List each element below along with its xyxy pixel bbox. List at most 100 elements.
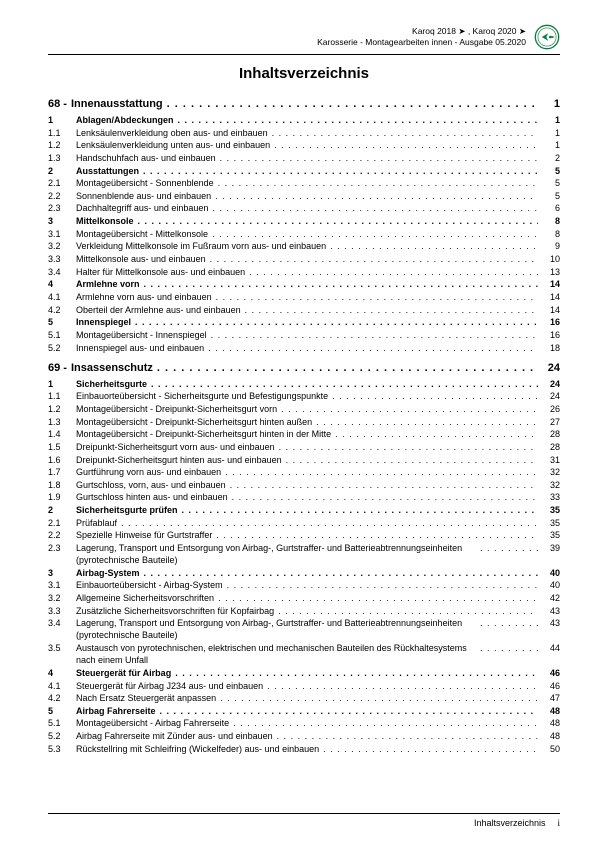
footer-label: Inhaltsverzeichnis [474, 818, 546, 828]
entry-number: 5.3 [48, 743, 76, 755]
toc-row: 4.1Armlehne vorn aus- und einbauen . . .… [48, 291, 560, 303]
entry-number: 1.2 [48, 403, 76, 415]
entry-page: 27 [542, 416, 560, 428]
leader-dots: . . . . . . . . . . . . . . . . . . . . … [277, 730, 538, 742]
entry-page: 2 [542, 152, 560, 164]
entry-page: 39 [542, 542, 560, 554]
leader-dots: . . . . . . . . . . . . . . . . . . . . … [144, 567, 538, 579]
toc-row: 2Sicherheitsgurte prüfen . . . . . . . .… [48, 504, 560, 516]
page: Karoq 2018 ➤ , Karoq 2020 ➤ Karosserie -… [0, 0, 600, 775]
entry-label: Einbauorteübersicht - Sicherheitsgurte u… [76, 390, 328, 402]
leader-dots: . . . . . . . . . . . . . . . . . . . . … [249, 266, 538, 278]
entry-page: 35 [542, 529, 560, 541]
leader-dots: . . . . . . . . . . . . . . . . . . . . … [143, 165, 538, 177]
leader-dots: . . . . . . . . . . . . . . . . . . . . … [281, 403, 538, 415]
leader-dots: . . . . . . . . . . . . . . . . . . . . … [218, 177, 538, 189]
leader-dots: . . . . . . . . . . . . . . . . . . . . … [215, 190, 538, 202]
entry-number: 3.5 [48, 642, 76, 654]
leader-dots: . . . . . . . . . . . . . . . . . . . . … [332, 390, 538, 402]
entry-number: 4.2 [48, 692, 76, 704]
entry-page: 24 [542, 378, 560, 390]
entry-number: 3.2 [48, 240, 76, 252]
toc-row: 1.3Handschuhfach aus- und einbauen . . .… [48, 152, 560, 164]
toc-row: 2.3Lagerung, Transport und Entsorgung vo… [48, 542, 560, 566]
entry-page: 1 [542, 127, 560, 139]
toc-row: 4.2Oberteil der Armlehne aus- und einbau… [48, 304, 560, 316]
leader-dots: . . . . . . . . . . . . . . . . . . . . … [245, 304, 538, 316]
brand-logo [534, 24, 560, 50]
toc-row: 2.1Prüfablauf . . . . . . . . . . . . . … [48, 517, 560, 529]
entry-number: 5 [48, 316, 76, 328]
toc-row: 1.7Gurtführung vorn aus- und einbauen . … [48, 466, 560, 478]
entry-number: 4 [48, 278, 76, 290]
entry-page: 40 [542, 579, 560, 591]
header-line2: Karosserie - Montagearbeiten innen - Aus… [317, 37, 526, 48]
entry-number: 3.1 [48, 228, 76, 240]
entry-page: 28 [542, 428, 560, 440]
header: Karoq 2018 ➤ , Karoq 2020 ➤ Karosserie -… [48, 24, 560, 50]
entry-page: 50 [542, 743, 560, 755]
entry-label: Handschuhfach aus- und einbauen [76, 152, 216, 164]
toc-row: 1.1Einbauorteübersicht - Sicherheitsgurt… [48, 390, 560, 402]
entry-label: Mittelkonsole aus- und einbauen [76, 253, 206, 265]
entry-label: Zusätzliche Sicherheitsvorschriften für … [76, 605, 274, 617]
toc-row: 1.8Gurtschloss, vorn, aus- und einbauen … [48, 479, 560, 491]
toc-row: 1.2Lenksäulenverkleidung unten aus- und … [48, 139, 560, 151]
entry-page: 13 [542, 266, 560, 278]
entry-number: 3.4 [48, 266, 76, 278]
leader-dots: . . . . . . . . . . . . . . . . . . . . … [278, 605, 538, 617]
leader-dots: . . . . . . . . . . . . . . . . . . . . … [330, 240, 538, 252]
entry-number: 1.1 [48, 390, 76, 402]
entry-label: Dreipunkt-Sicherheitsgurt vorn aus- und … [76, 441, 275, 453]
entry-label: Gurtschloss, vorn, aus- und einbauen [76, 479, 226, 491]
entry-label: Innenspiegel aus- und einbauen [76, 342, 204, 354]
entry-page: 26 [542, 403, 560, 415]
entry-page: 46 [542, 667, 560, 679]
leader-dots: . . . . . . . . . . . . . . . . . . . . … [274, 139, 538, 151]
table-of-contents: 68 -Innenausstattung . . . . . . . . . .… [48, 98, 560, 755]
entry-label: Lagerung, Transport und Entsorgung von A… [76, 542, 476, 566]
entry-label: Sicherheitsgurte [76, 378, 147, 390]
entry-page: 33 [542, 491, 560, 503]
toc-row: 3.4Halter für Mittelkonsole aus- und ein… [48, 266, 560, 278]
entry-number: 1.1 [48, 127, 76, 139]
entry-label: Rückstellring mit Schleifring (Wickelfed… [76, 743, 319, 755]
entry-number: 1.6 [48, 454, 76, 466]
toc-row: 5.3Rückstellring mit Schleifring (Wickel… [48, 743, 560, 755]
toc-row: 3Airbag-System . . . . . . . . . . . . .… [48, 567, 560, 579]
footer-page-number: i [557, 818, 560, 828]
leader-dots: . . . . . . . . . . . . . . . . . . . . … [135, 316, 538, 328]
toc-row: 2.3Dachhaltegriff aus- und einbauen . . … [48, 202, 560, 214]
entry-label: Sonnenblende aus- und einbauen [76, 190, 211, 202]
entry-page: 48 [542, 705, 560, 717]
leader-dots: . . . . . . . . . . . . . . . . . . . . … [157, 362, 538, 374]
toc-row: 3.2Allgemeine Sicherheitsvorschriften . … [48, 592, 560, 604]
header-line1: Karoq 2018 ➤ , Karoq 2020 ➤ [317, 26, 526, 37]
toc-row: 3.1Einbauorteübersicht - Airbag-System .… [48, 579, 560, 591]
toc-row: 1.5Dreipunkt-Sicherheitsgurt vorn aus- u… [48, 441, 560, 453]
entry-page: 16 [542, 329, 560, 341]
entry-label: Prüfablauf [76, 517, 117, 529]
footer-rule [48, 813, 560, 814]
leader-dots: . . . . . . . . . . . . . . . . . . . . … [480, 617, 538, 629]
toc-row: 1.2Montageübersicht - Dreipunkt-Sicherhe… [48, 403, 560, 415]
toc-row: 5.1Montageübersicht - Airbag Fahrerseite… [48, 717, 560, 729]
leader-dots: . . . . . . . . . . . . . . . . . . . . … [232, 491, 538, 503]
entry-number: 3.3 [48, 605, 76, 617]
toc-row: 5Innenspiegel . . . . . . . . . . . . . … [48, 316, 560, 328]
toc-row: 1.4Montageübersicht - Dreipunkt-Sicherhe… [48, 428, 560, 440]
entry-page: 5 [542, 165, 560, 177]
entry-number: 2.3 [48, 542, 76, 554]
toc-row: 1.3Montageübersicht - Dreipunkt-Sicherhe… [48, 416, 560, 428]
entry-number: 4.1 [48, 291, 76, 303]
entry-label: Dreipunkt-Sicherheitsgurt hinten aus- un… [76, 454, 282, 466]
header-text: Karoq 2018 ➤ , Karoq 2020 ➤ Karosserie -… [317, 26, 526, 48]
leader-dots: . . . . . . . . . . . . . . . . . . . . … [220, 152, 538, 164]
entry-page: 43 [542, 617, 560, 629]
entry-page: 44 [542, 642, 560, 654]
leader-dots: . . . . . . . . . . . . . . . . . . . . … [225, 466, 538, 478]
entry-label: Lenksäulenverkleidung unten aus- und ein… [76, 139, 270, 151]
entry-number: 2 [48, 165, 76, 177]
section-page: 24 [542, 362, 560, 374]
entry-page: 28 [542, 441, 560, 453]
